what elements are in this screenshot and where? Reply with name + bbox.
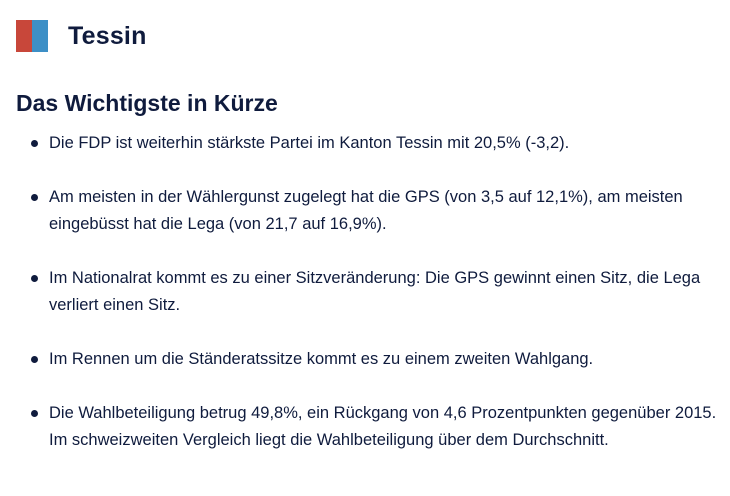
list-item-text: Die FDP ist weiterhin stärkste Partei im… [49, 134, 570, 152]
list-item-text: Am meisten in der Wählergunst zugelegt h… [49, 188, 683, 233]
bullet-icon [31, 410, 38, 417]
bullet-icon [31, 356, 38, 363]
list-item: Im Rennen um die Ständeratssitze kommt e… [28, 346, 724, 373]
canton-name: Tessin [68, 22, 147, 50]
summary-title: Das Wichtigste in Kürze [16, 90, 278, 116]
summary-list: Die FDP ist weiterhin stärkste Partei im… [28, 130, 724, 454]
bullet-icon [31, 275, 38, 282]
list-item: Am meisten in der Wählergunst zugelegt h… [28, 184, 724, 238]
canton-header: Tessin [16, 20, 147, 52]
list-item-text: Im Rennen um die Ständeratssitze kommt e… [49, 350, 594, 368]
list-item-text: Die Wahlbeteiligung betrug 49,8%, ein Rü… [49, 404, 717, 449]
flag-left-stripe [16, 20, 32, 52]
flag-right-stripe [32, 20, 48, 52]
list-item: Die FDP ist weiterhin stärkste Partei im… [28, 130, 724, 157]
bullet-icon [31, 194, 38, 201]
list-item-text: Im Nationalrat kommt es zu einer Sitzver… [49, 269, 701, 314]
bullet-icon [31, 140, 38, 147]
list-item: Die Wahlbeteiligung betrug 49,8%, ein Rü… [28, 400, 724, 454]
ticino-flag-icon [16, 20, 48, 52]
list-item: Im Nationalrat kommt es zu einer Sitzver… [28, 265, 724, 319]
